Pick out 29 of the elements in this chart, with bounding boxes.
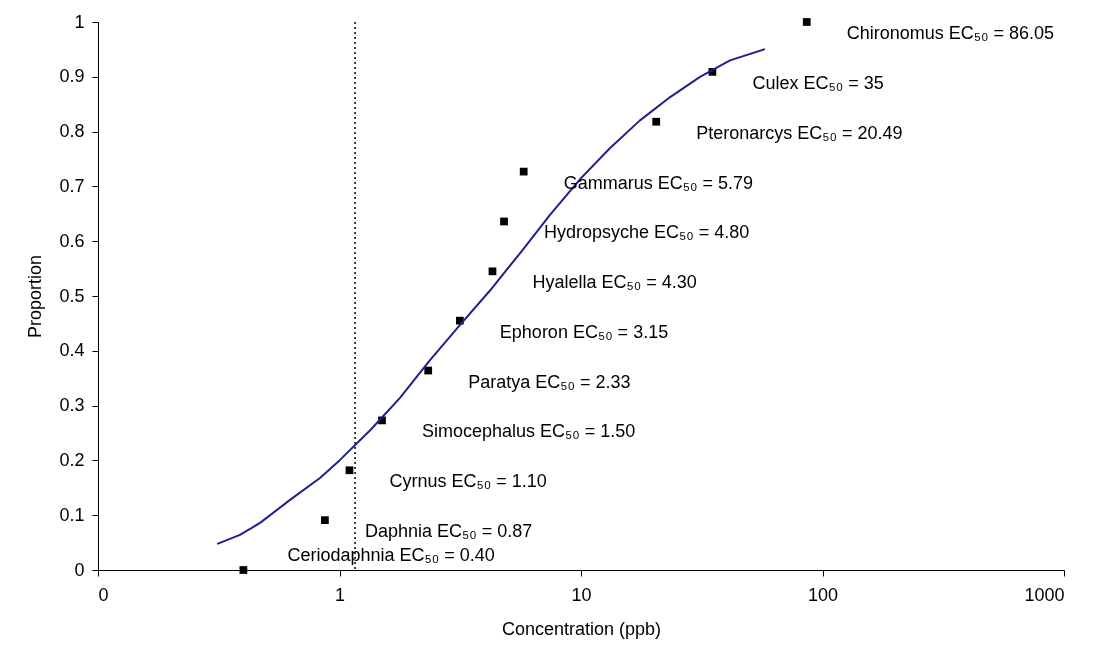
x-tick-label: 1 (334, 584, 346, 605)
y-tick-label: 0.8 (59, 121, 85, 142)
x-tick-label: 100 (807, 584, 839, 605)
y-axis-title: Proportion (25, 254, 46, 339)
annotation: Cyrnus EC₅₀ = 1.10 (389, 471, 547, 492)
annotation: Culex EC₅₀ = 35 (752, 72, 884, 93)
y-tick-label: 0.9 (59, 66, 85, 87)
annotation: Chironomus EC₅₀ = 86.05 (846, 23, 1055, 43)
x-tick-label: 0 (98, 584, 109, 605)
x-tick-label: 1000 (1024, 584, 1065, 605)
x-axis-title: Concentration (ppb) (501, 618, 662, 639)
y-tick-label: 0.1 (59, 504, 85, 525)
annotation: Ceriodaphnia EC₅₀ = 0.40 (287, 545, 495, 565)
y-tick-label: 1 (74, 11, 85, 32)
y-tick-label: 0.6 (59, 230, 85, 251)
annotation: Pteronarcys EC₅₀ = 20.49 (696, 122, 903, 143)
annotation: Simocephalus EC₅₀ = 1.50 (422, 421, 636, 442)
annotation: Hydropsyche EC₅₀ = 4.80 (544, 222, 750, 243)
y-tick-label: 0.5 (59, 285, 85, 306)
y-tick-label: 0.3 (59, 395, 85, 416)
y-tick-label: 0.2 (59, 449, 85, 470)
annotation: Daphnia EC₅₀ = 0.87 (364, 521, 533, 542)
x-tick-label: 10 (571, 584, 592, 605)
annotation: Paratya EC₅₀ = 2.33 (468, 371, 631, 392)
y-tick-label: 0.4 (59, 340, 85, 361)
annotation: Hyalella EC₅₀ = 4.30 (532, 272, 697, 293)
annotation: Ephoron EC₅₀ = 3.15 (499, 321, 669, 342)
y-tick-label: 0.7 (59, 175, 85, 196)
y-tick-label: 0 (74, 559, 85, 580)
